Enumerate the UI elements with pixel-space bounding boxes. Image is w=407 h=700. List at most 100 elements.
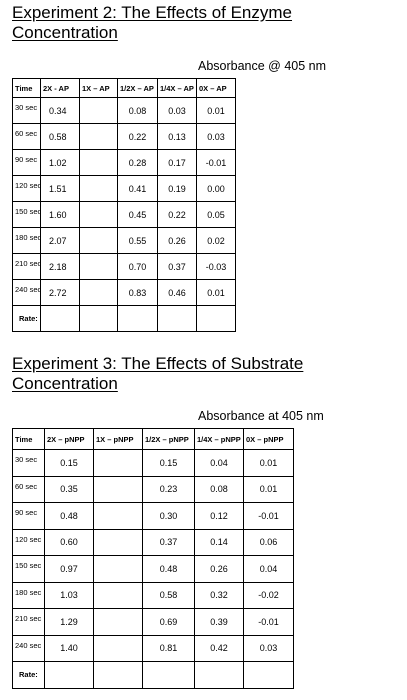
value-cell: -0.03 (196, 253, 236, 280)
value-cell (79, 149, 118, 176)
value-cell (93, 449, 143, 477)
rate-cell (93, 661, 143, 689)
table-row: 180 sec 2.07 0.55 0.26 0.02 (12, 227, 236, 254)
exp3-header-row: Time 2X – pNPP 1X – pNPP 1/2X – pNPP 1/4… (12, 428, 294, 450)
exp2-absorbance-label: Absorbance @ 405 nm (198, 59, 327, 73)
value-cell (79, 175, 118, 202)
value-cell: 0.26 (194, 555, 244, 583)
value-cell: 0.41 (117, 175, 158, 202)
time-cell: 150 sec (12, 555, 45, 583)
exp3-header-2x: 2X – pNPP (44, 428, 94, 450)
value-cell (79, 227, 118, 254)
value-cell: 0.35 (44, 475, 94, 503)
value-cell: 0.03 (196, 123, 236, 150)
exp2-title: Experiment 2: The Effects of Enzyme Conc… (12, 3, 293, 42)
value-cell: 0.22 (157, 201, 197, 228)
value-cell (79, 201, 118, 228)
exp3-header-time: Time (12, 428, 45, 450)
time-cell: 120 sec (12, 175, 41, 202)
value-cell: 0.46 (157, 279, 197, 306)
value-cell: 0.55 (117, 227, 158, 254)
value-cell: 1.51 (40, 175, 80, 202)
exp3-header-1x: 1X – pNPP (93, 428, 143, 450)
time-cell: 210 sec (12, 608, 45, 636)
rate-cell (40, 305, 80, 332)
table-row: 120 sec 1.51 0.41 0.19 0.00 (12, 175, 236, 202)
table-row: 120 sec 0.60 0.37 0.14 0.06 (12, 528, 294, 556)
exp2-header-1x: 1X – AP (79, 78, 118, 98)
exp3-absorbance-label: Absorbance at 405 nm (198, 409, 324, 423)
value-cell: 0.08 (194, 475, 244, 503)
value-cell: 0.14 (194, 528, 244, 556)
table-row: 150 sec 1.60 0.45 0.22 0.05 (12, 201, 236, 228)
exp2-header-row: Time 2X - AP 1X – AP 1/2X – AP 1/4X – AP… (12, 78, 236, 98)
exp3-title: Experiment 3: The Effects of Substrate C… (12, 354, 304, 393)
table-row: 90 sec 0.48 0.30 0.12 -0.01 (12, 502, 294, 530)
rate-cell (79, 305, 118, 332)
value-cell (93, 475, 143, 503)
value-cell: 0.39 (194, 608, 244, 636)
value-cell: 0.13 (157, 123, 197, 150)
time-cell: 60 sec (12, 123, 41, 150)
value-cell: 0.58 (142, 581, 195, 609)
time-cell: 120 sec (12, 528, 45, 556)
value-cell: 0.34 (40, 97, 80, 124)
table-row: 150 sec 0.97 0.48 0.26 0.04 (12, 555, 294, 583)
rate-label: Rate: (12, 305, 41, 332)
rate-cell (117, 305, 158, 332)
value-cell: 0.60 (44, 528, 94, 556)
value-cell: 0.03 (157, 97, 197, 124)
time-cell: 30 sec (12, 449, 45, 477)
value-cell (79, 123, 118, 150)
value-cell: 0.26 (157, 227, 197, 254)
rate-cell (44, 661, 94, 689)
value-cell: 0.17 (157, 149, 197, 176)
value-cell: 2.72 (40, 279, 80, 306)
rate-cell (196, 305, 236, 332)
value-cell: 0.58 (40, 123, 80, 150)
value-cell (93, 581, 143, 609)
value-cell (93, 608, 143, 636)
value-cell: 0.37 (142, 528, 195, 556)
value-cell (93, 502, 143, 530)
exp2-rate-row: Rate: (12, 305, 236, 332)
exp3-header-0x: 0X – pNPP (243, 428, 294, 450)
value-cell: 1.02 (40, 149, 80, 176)
table-row: 60 sec 0.35 0.23 0.08 0.01 (12, 475, 294, 503)
table-row: 90 sec 1.02 0.28 0.17 -0.01 (12, 149, 236, 176)
value-cell: 2.18 (40, 253, 80, 280)
rate-label: Rate: (12, 661, 45, 689)
exp3-header-quarter: 1/4X – pNPP (194, 428, 244, 450)
value-cell: 1.60 (40, 201, 80, 228)
value-cell: 0.23 (142, 475, 195, 503)
value-cell (79, 97, 118, 124)
value-cell: 0.81 (142, 634, 195, 662)
time-cell: 90 sec (12, 502, 45, 530)
value-cell: 0.04 (194, 449, 244, 477)
value-cell: 0.12 (194, 502, 244, 530)
exp2-header-0x: 0X – AP (196, 78, 236, 98)
value-cell: 0.01 (196, 97, 236, 124)
value-cell: 0.22 (117, 123, 158, 150)
rate-cell (243, 661, 294, 689)
table-row: 60 sec 0.58 0.22 0.13 0.03 (12, 123, 236, 150)
exp2-table: Time 2X - AP 1X – AP 1/2X – AP 1/4X – AP… (12, 78, 236, 332)
rate-cell (157, 305, 197, 332)
table-row: 240 sec 2.72 0.83 0.46 0.01 (12, 279, 236, 306)
value-cell: 1.03 (44, 581, 94, 609)
table-row: 210 sec 2.18 0.70 0.37 -0.03 (12, 253, 236, 280)
value-cell: -0.01 (243, 608, 294, 636)
value-cell: 0.08 (117, 97, 158, 124)
value-cell: 0.05 (196, 201, 236, 228)
table-row: 30 sec 0.15 0.15 0.04 0.01 (12, 449, 294, 477)
value-cell: 0.15 (142, 449, 195, 477)
time-cell: 180 sec (12, 581, 45, 609)
time-cell: 60 sec (12, 475, 45, 503)
value-cell: 0.48 (142, 555, 195, 583)
table-row: 240 sec 1.40 0.81 0.42 0.03 (12, 634, 294, 662)
value-cell: 0.48 (44, 502, 94, 530)
value-cell: 0.04 (243, 555, 294, 583)
rate-cell (142, 661, 195, 689)
value-cell: 0.01 (243, 475, 294, 503)
exp2-header-half: 1/2X – AP (117, 78, 158, 98)
